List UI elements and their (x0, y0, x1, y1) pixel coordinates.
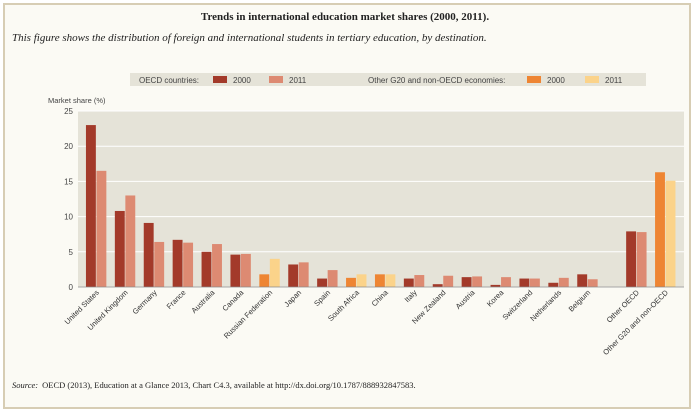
bar-2000 (461, 277, 472, 287)
legend-swatch (585, 76, 599, 83)
bar-2011 (501, 277, 511, 287)
y-tick-label: 10 (64, 213, 73, 222)
legend-background (130, 73, 646, 86)
bar-2000 (548, 282, 559, 287)
chart-subtitle: This figure shows the distribution of fo… (12, 32, 487, 44)
x-tick-label: Germany (130, 288, 158, 316)
bar-2000 (374, 274, 385, 287)
source-note: Source: OECD (2013), Education at a Glanc… (12, 380, 682, 390)
bar-2011 (558, 277, 569, 287)
y-tick-label: 15 (64, 177, 73, 186)
bar-2011 (665, 180, 676, 287)
legend-item-label: 2000 (233, 76, 251, 85)
bar-2011 (269, 258, 280, 287)
bar-2011 (472, 276, 483, 287)
legend-item-label: 2000 (547, 76, 565, 85)
bar-2011 (96, 170, 107, 287)
source-text: OECD (2013), Education at a Glance 2013,… (42, 380, 416, 390)
bar-2011 (356, 274, 367, 287)
bar-2000 (432, 284, 443, 287)
legend-group-label: OECD countries: (139, 76, 199, 85)
bar-2011 (636, 232, 647, 287)
x-tick-label: Belgium (567, 288, 593, 314)
y-tick-label: 25 (64, 107, 73, 116)
y-tick-label: 20 (64, 142, 73, 151)
x-tick-label: Australia (189, 287, 217, 315)
x-tick-label: Japan (282, 288, 303, 309)
bar-2011 (298, 262, 309, 287)
legend-item-label: 2011 (289, 76, 307, 85)
bar-2000 (85, 125, 96, 287)
x-tick-label: Canada (220, 287, 246, 313)
x-tick-label: China (370, 287, 391, 308)
bar-2000 (626, 231, 637, 287)
source-label: Source: (12, 380, 39, 390)
bar-2011 (327, 270, 338, 287)
bar-2000 (655, 172, 665, 287)
bar-2011 (183, 242, 194, 287)
bar-2000 (172, 239, 183, 287)
bar-2000 (490, 284, 501, 287)
bar-2000 (519, 278, 530, 287)
y-tick-label: 0 (69, 283, 74, 292)
x-tick-label: Netherlands (528, 288, 563, 323)
chart-title: Trends in international education market… (200, 11, 490, 23)
bar-2000 (201, 251, 212, 287)
x-tick-label: Spain (312, 288, 332, 308)
legend-group-label: Other G20 and non-OECD economies: (368, 76, 505, 85)
bar-2011 (154, 241, 165, 287)
x-tick-label: France (165, 288, 188, 311)
legend: OECD countries: 2000 2011 Other G20 and non… (139, 76, 623, 85)
x-tick-label: Korea (485, 287, 506, 308)
y-tick-label: 5 (69, 248, 74, 257)
bar-2011 (240, 253, 251, 287)
bar-2000 (259, 274, 270, 287)
y-axis-label: Market share (%) (48, 96, 106, 105)
bar-2011 (587, 279, 598, 287)
legend-swatch (213, 76, 227, 83)
bar-2011 (414, 275, 425, 287)
x-tick-label: Italy (403, 288, 419, 304)
bar-2000 (288, 264, 299, 287)
y-axis: 0 5 10 15 20 25 (64, 107, 684, 292)
x-tick-label: South Africa (326, 287, 362, 323)
legend-swatch (269, 76, 283, 83)
bar-2011 (443, 275, 454, 287)
bar-2000 (577, 274, 588, 287)
bar-2011 (385, 274, 396, 287)
bars (85, 125, 676, 287)
bar-2011 (212, 244, 222, 287)
bar-2011 (125, 195, 136, 287)
plot-area (78, 111, 684, 287)
bar-2000 (230, 254, 241, 287)
bar-2000 (403, 278, 414, 287)
bar-2011 (529, 278, 540, 287)
bar-2000 (346, 277, 356, 287)
x-tick-label: Austria (454, 287, 477, 310)
bar-2000 (143, 222, 154, 287)
legend-swatch (527, 76, 541, 83)
bar-2000 (317, 278, 328, 287)
legend-item-label: 2011 (605, 76, 623, 85)
bar-2000 (114, 210, 125, 287)
